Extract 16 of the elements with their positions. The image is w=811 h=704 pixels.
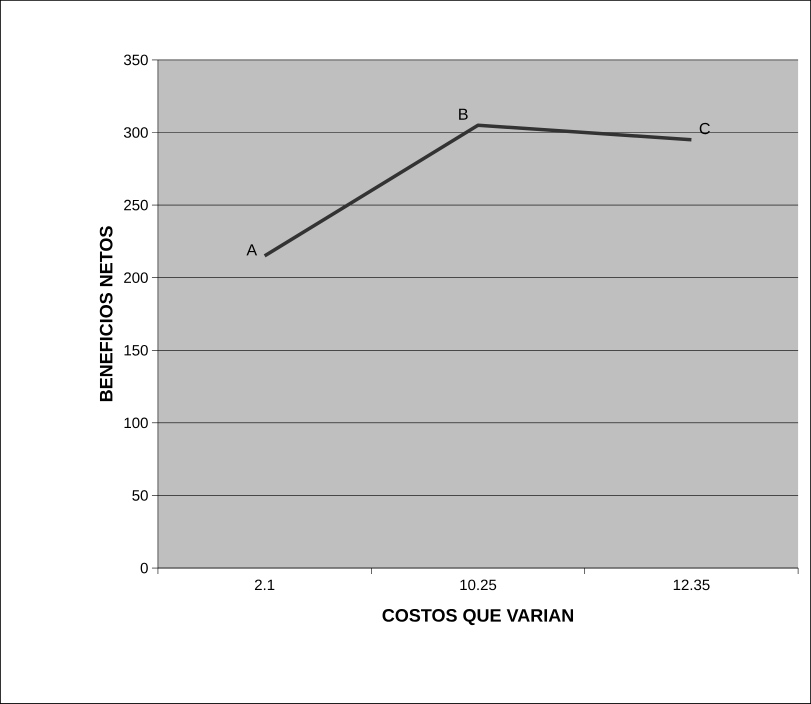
y-tick-label: 100 bbox=[124, 418, 148, 428]
x-axis-title: COSTOS QUE VARIAN bbox=[382, 609, 574, 626]
y-tick-label: 0 bbox=[140, 562, 148, 574]
x-tick-label: 2.1 bbox=[254, 580, 274, 590]
annotation: A bbox=[246, 244, 258, 256]
annotation: B bbox=[459, 108, 468, 120]
y-tick-label: 200 bbox=[124, 272, 148, 283]
x-tick-label: 12.35 bbox=[674, 580, 710, 590]
x-tick-label: 10.25 bbox=[460, 580, 496, 590]
y-tick-label: 150 bbox=[124, 344, 148, 356]
y-axis-title: BENEFICIOS NETOS bbox=[100, 226, 113, 402]
y-tick-label: 300 bbox=[124, 127, 148, 138]
y-tick-label: 350 bbox=[124, 54, 148, 66]
y-tick-label: 250 bbox=[124, 200, 148, 210]
y-tick-label: 50 bbox=[132, 490, 148, 501]
annotation: C bbox=[700, 122, 710, 134]
